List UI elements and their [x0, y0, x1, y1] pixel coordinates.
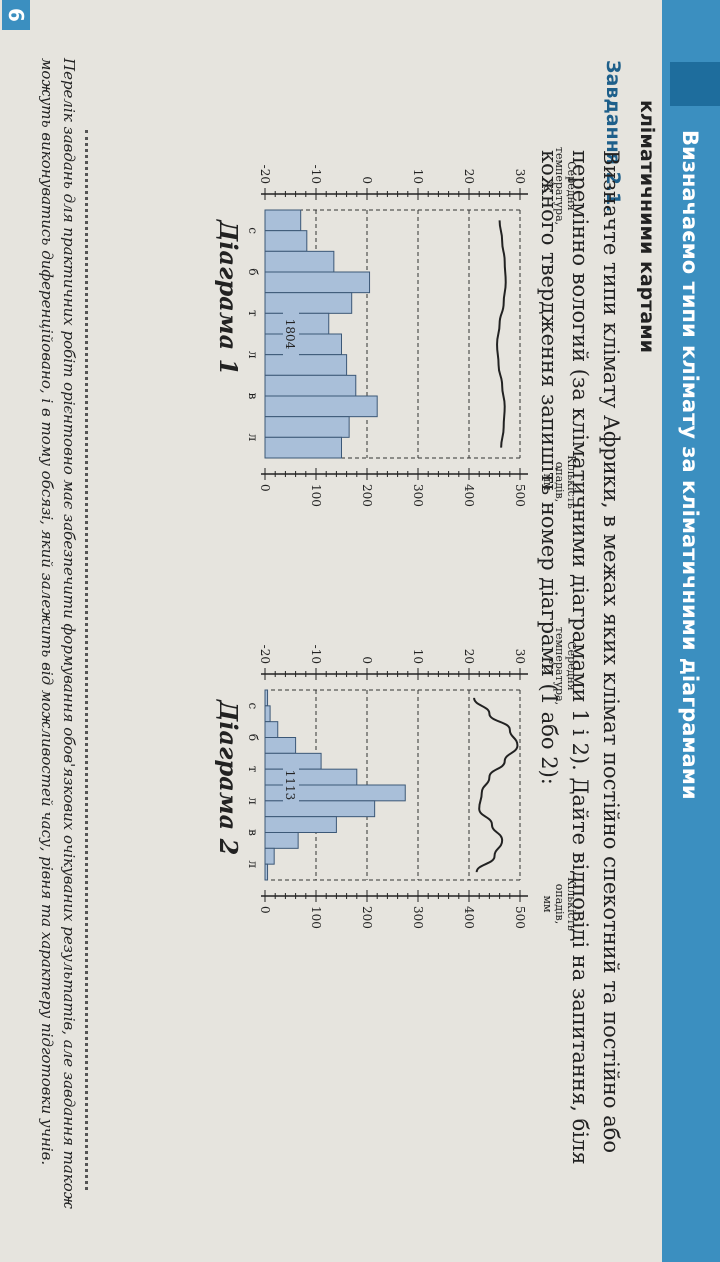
precip-tick-label: 400: [462, 906, 476, 929]
precip-bar: [264, 847, 275, 865]
precip-bar: [264, 800, 376, 818]
precip-tick-label: 0: [258, 484, 272, 492]
temperature-curve: [473, 697, 519, 873]
temp-tick-label: -10: [309, 165, 323, 184]
temperature-curve: [496, 220, 507, 448]
precip-bar: [264, 721, 279, 739]
precip-axis-label: мм: [541, 895, 554, 913]
precip-bar: [264, 832, 299, 849]
month-label: с: [246, 702, 260, 709]
total-precip-label: 1804: [283, 319, 297, 350]
precip-tick-label: 400: [462, 484, 476, 507]
temp-axis-label: °С: [541, 179, 554, 193]
precip-bar: [264, 768, 358, 786]
temp-tick-label: 10: [411, 169, 425, 184]
temp-tick-label: 20: [462, 649, 476, 664]
precip-bar: [264, 436, 342, 459]
precip-axis-label: Кількість: [565, 877, 578, 931]
precip-tick-label: 300: [411, 484, 425, 507]
temp-tick-label: 20: [462, 169, 476, 184]
temp-tick-label: 30: [513, 169, 527, 184]
footer-note: Перелік завдань для практичних робіт орі…: [38, 58, 78, 1209]
total-label-bg: [283, 312, 299, 356]
precip-bar: [264, 737, 297, 754]
temp-tick-label: -20: [258, 645, 272, 664]
precip-tick-label: 500: [513, 484, 527, 507]
precip-tick-label: 0: [258, 906, 272, 914]
temp-axis-label: температура,: [553, 147, 566, 225]
precip-tick-label: 200: [360, 906, 374, 929]
precip-bar: [264, 816, 337, 834]
month-label: л: [246, 351, 260, 359]
diagram-1-title: Діаграма 1: [214, 220, 243, 376]
month-label: в: [246, 393, 260, 400]
page-number: 6: [2, 0, 30, 30]
temp-axis-label: Середня: [565, 161, 578, 211]
precip-axis-label: опадів,: [553, 462, 566, 503]
temp-tick-label: 10: [411, 649, 425, 664]
precip-axis-label: опадів,: [553, 884, 566, 925]
diagram-2-title: Діаграма 2: [214, 700, 243, 856]
precip-tick-label: 500: [513, 906, 527, 929]
month-label: л: [246, 434, 260, 442]
month-label: л: [246, 797, 260, 805]
precip-tick-label: 100: [309, 484, 323, 507]
month-label: т: [246, 766, 260, 773]
precip-axis-label: мм: [541, 473, 554, 491]
temp-tick-label: 30: [513, 649, 527, 664]
month-label: с: [246, 227, 260, 234]
month-label: б: [246, 268, 260, 275]
temp-tick-label: -20: [258, 165, 272, 184]
total-label-bg: [283, 763, 299, 807]
month-label: в: [246, 829, 260, 836]
precip-tick-label: 100: [309, 906, 323, 929]
answer-dotted-line: [85, 130, 88, 1190]
precip-bar: [264, 689, 269, 707]
precip-tick-label: 200: [360, 484, 374, 507]
precip-tick-label: 300: [411, 906, 425, 929]
temp-axis-label: °С: [541, 659, 554, 673]
month-label: т: [246, 310, 260, 317]
precip-bar: [264, 863, 269, 881]
total-precip-label: 1113: [283, 770, 297, 801]
temp-tick-label: -10: [309, 645, 323, 664]
precip-bar: [264, 705, 271, 723]
temp-tick-label: 0: [360, 656, 374, 664]
temp-axis-label: Середня: [565, 641, 578, 691]
temp-axis-label: температура,: [553, 627, 566, 705]
precip-axis-label: Кількість: [565, 455, 578, 509]
month-label: б: [246, 734, 260, 741]
month-label: л: [246, 860, 260, 868]
temp-tick-label: 0: [360, 176, 374, 184]
